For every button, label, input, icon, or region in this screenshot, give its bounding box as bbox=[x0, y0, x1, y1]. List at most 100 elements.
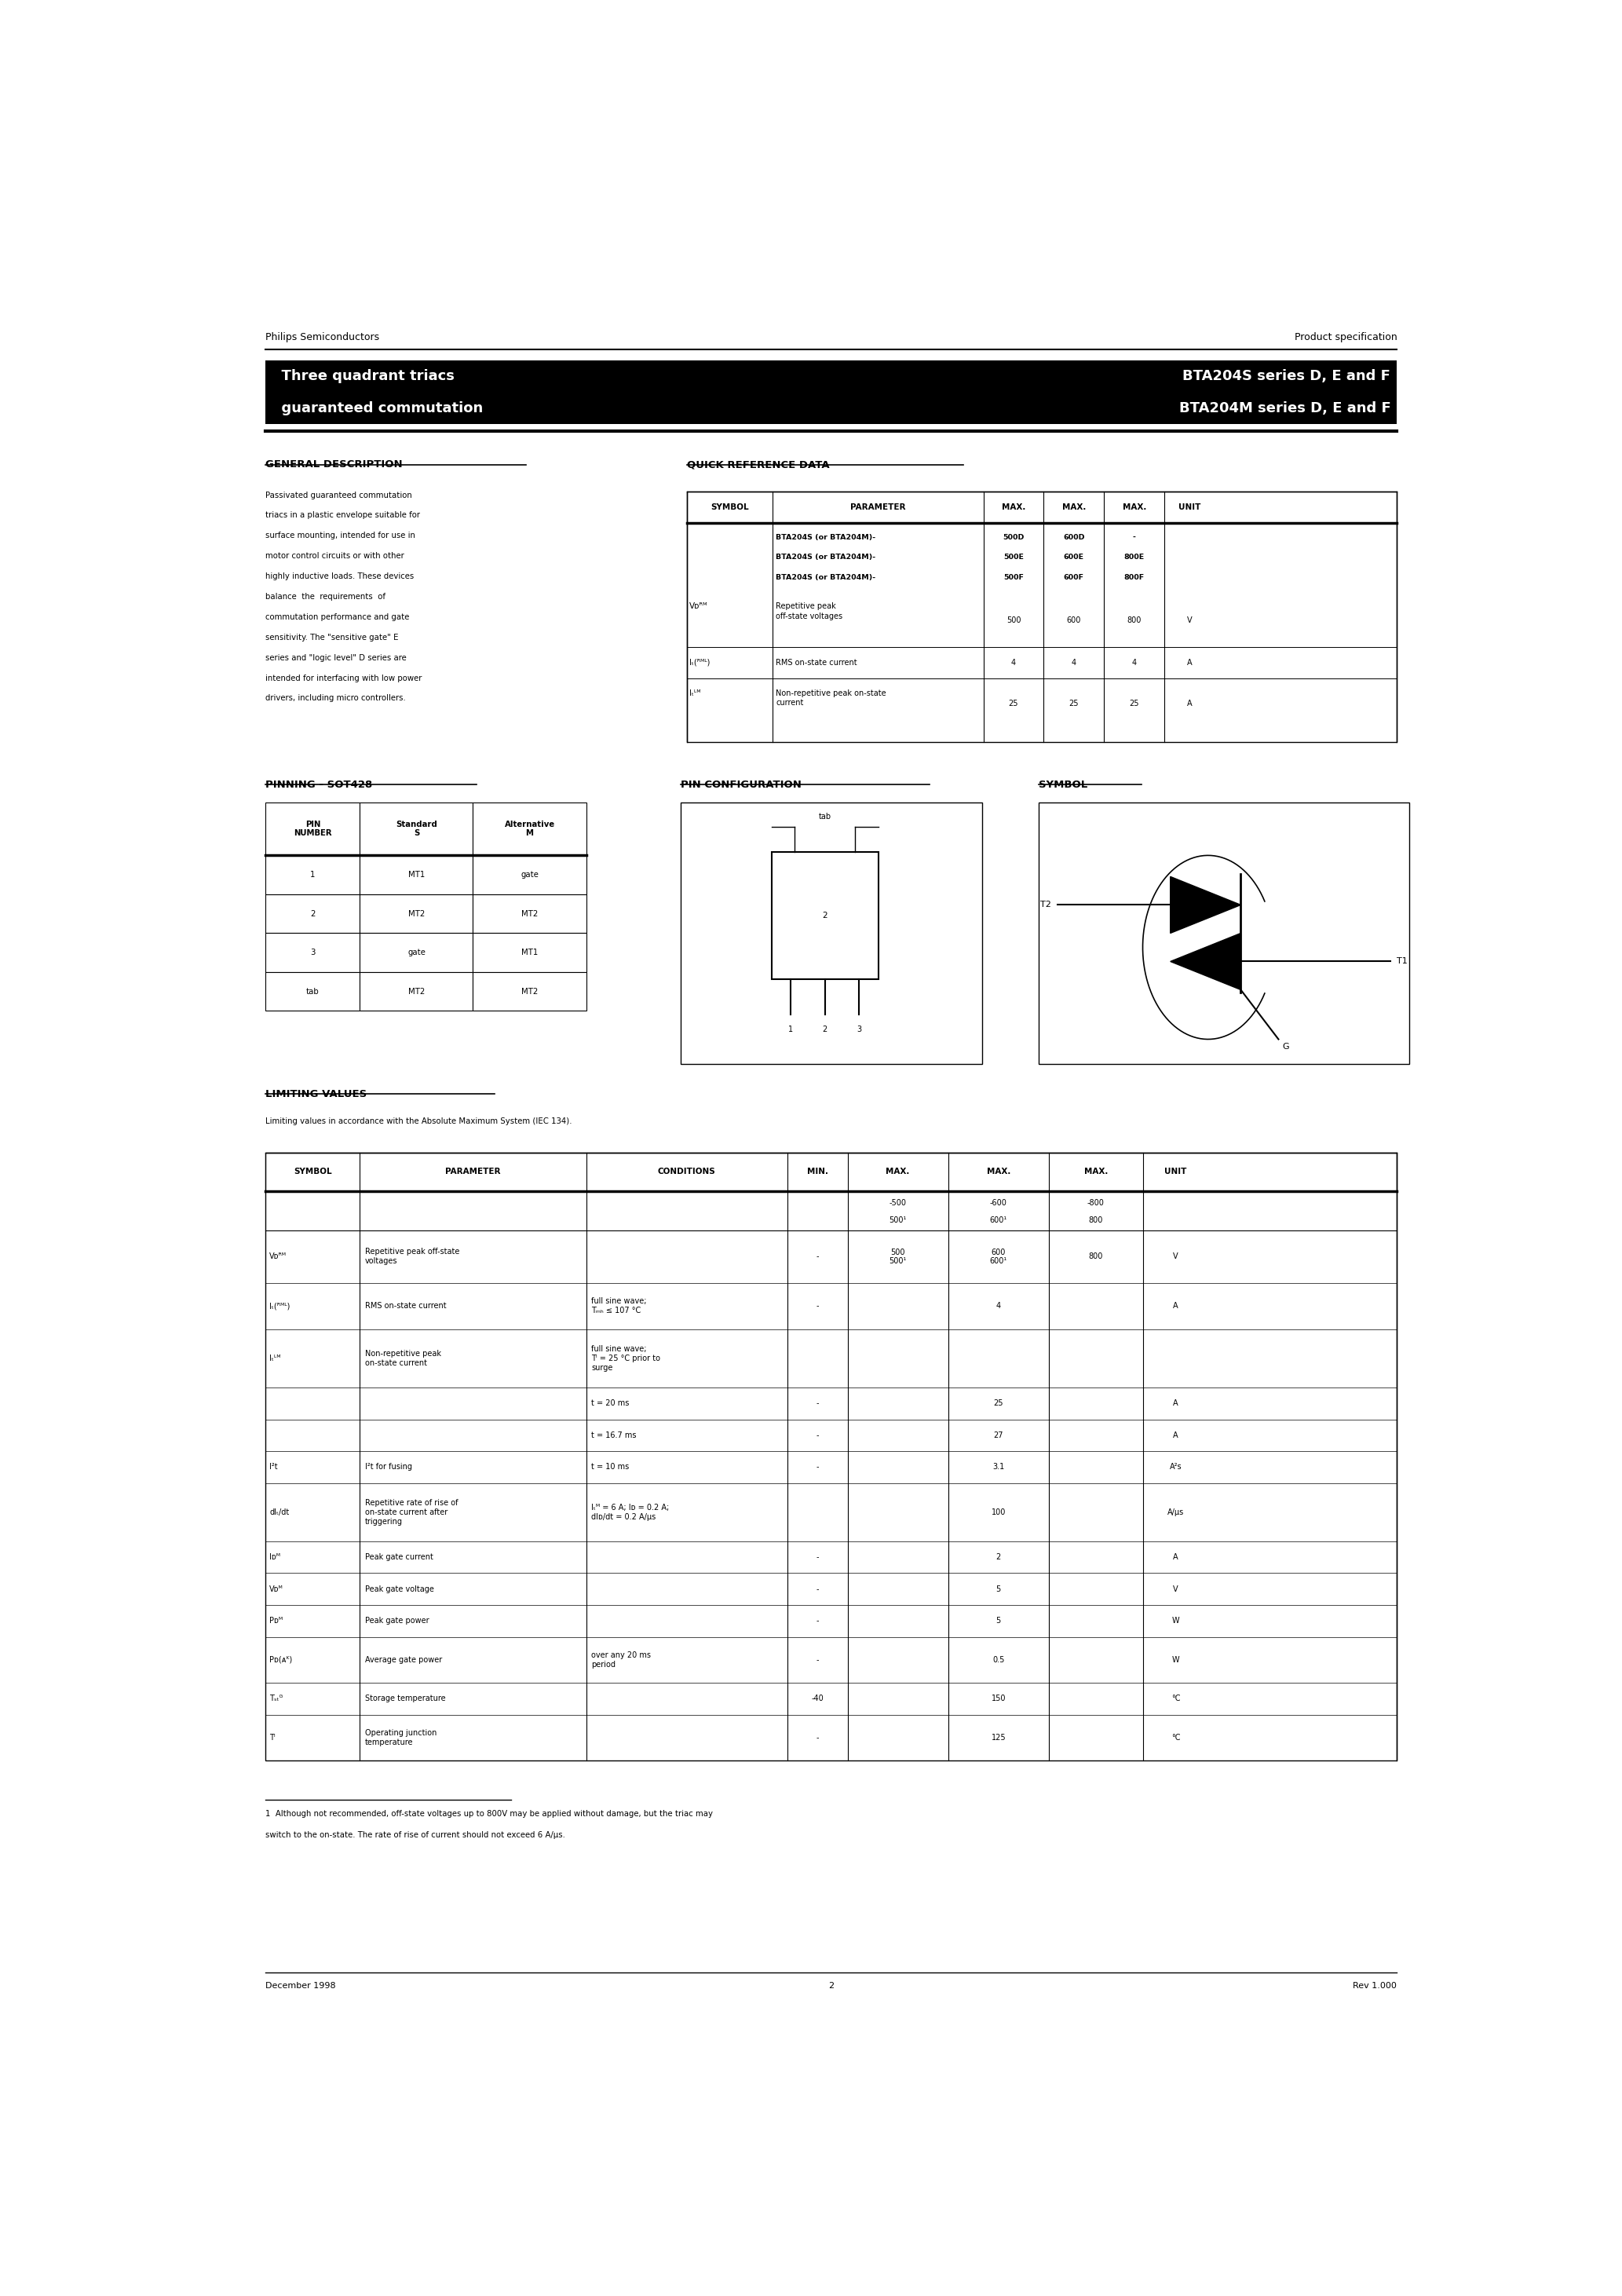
Text: gate: gate bbox=[407, 948, 425, 957]
Text: 600E: 600E bbox=[1064, 553, 1083, 560]
Bar bbox=[681, 801, 983, 1063]
Text: switch to the on-state. The rate of rise of current should not exceed 6 A/μs.: switch to the on-state. The rate of rise… bbox=[266, 1832, 566, 1839]
Text: 500: 500 bbox=[1006, 615, 1020, 625]
Text: 800: 800 bbox=[1088, 1254, 1103, 1261]
Text: Philips Semiconductors: Philips Semiconductors bbox=[266, 333, 380, 342]
Text: 800F: 800F bbox=[1124, 574, 1145, 581]
Text: Vᴅᴿᴹ: Vᴅᴿᴹ bbox=[269, 1254, 287, 1261]
Text: full sine wave;
Tₘₕ ≤ 107 °C: full sine wave; Tₘₕ ≤ 107 °C bbox=[590, 1297, 647, 1316]
Text: Passivated guaranteed commutation: Passivated guaranteed commutation bbox=[266, 491, 412, 498]
Text: 500F: 500F bbox=[1004, 574, 1023, 581]
Text: QUICK REFERENCE DATA: QUICK REFERENCE DATA bbox=[686, 459, 829, 471]
Bar bbox=[266, 856, 360, 895]
Text: Tₛₜᴳ: Tₛₜᴳ bbox=[269, 1694, 282, 1704]
Bar bbox=[474, 801, 586, 856]
Text: December 1998: December 1998 bbox=[266, 1981, 336, 1988]
Bar bbox=[474, 932, 586, 971]
Text: -: - bbox=[816, 1554, 819, 1561]
Text: W: W bbox=[1173, 1655, 1179, 1665]
Text: MT2: MT2 bbox=[409, 987, 425, 996]
Text: 800: 800 bbox=[1088, 1217, 1103, 1224]
Bar bbox=[266, 932, 360, 971]
Text: A: A bbox=[1173, 1430, 1178, 1440]
Text: CONDITIONS: CONDITIONS bbox=[659, 1169, 715, 1176]
Text: intended for interfacing with low power: intended for interfacing with low power bbox=[266, 675, 422, 682]
Text: Iₜ(ᴿᴹᴸ): Iₜ(ᴿᴹᴸ) bbox=[689, 659, 710, 666]
Text: 4: 4 bbox=[1011, 659, 1015, 666]
Text: MAX.: MAX. bbox=[986, 1169, 1011, 1176]
Text: 5: 5 bbox=[996, 1584, 1001, 1593]
Text: A²s: A²s bbox=[1169, 1463, 1182, 1472]
Text: 800: 800 bbox=[1127, 615, 1142, 625]
Text: -: - bbox=[816, 1401, 819, 1407]
Text: Peak gate voltage: Peak gate voltage bbox=[365, 1584, 435, 1593]
Text: G: G bbox=[1283, 1042, 1289, 1049]
Text: 5: 5 bbox=[996, 1616, 1001, 1626]
Text: -: - bbox=[816, 1655, 819, 1665]
Text: 500D: 500D bbox=[1002, 533, 1025, 540]
Text: UNIT: UNIT bbox=[1165, 1169, 1187, 1176]
Text: Iₜ(ᴿᴹᴸ): Iₜ(ᴿᴹᴸ) bbox=[269, 1302, 290, 1311]
Text: Vᴅᴹ: Vᴅᴹ bbox=[269, 1584, 284, 1593]
Text: PARAMETER: PARAMETER bbox=[850, 503, 905, 512]
Text: 4: 4 bbox=[996, 1302, 1001, 1311]
Text: 2: 2 bbox=[996, 1554, 1001, 1561]
Text: MAX.: MAX. bbox=[1122, 503, 1147, 512]
Text: V: V bbox=[1173, 1254, 1178, 1261]
Text: balance  the  requirements  of: balance the requirements of bbox=[266, 592, 386, 602]
Text: A/μs: A/μs bbox=[1168, 1508, 1184, 1515]
Bar bbox=[266, 801, 360, 856]
Text: A: A bbox=[1187, 700, 1192, 707]
Text: BTA204S (or BTA204M)-: BTA204S (or BTA204M)- bbox=[775, 553, 876, 560]
Bar bbox=[266, 1153, 1397, 1192]
Text: W: W bbox=[1173, 1616, 1179, 1626]
Text: Non-repetitive peak on-state
current: Non-repetitive peak on-state current bbox=[775, 689, 886, 707]
Text: MT1: MT1 bbox=[521, 948, 539, 957]
Text: 100: 100 bbox=[991, 1508, 1006, 1515]
Bar bbox=[266, 1153, 1397, 1761]
Text: Limiting values in accordance with the Absolute Maximum System (IEC 134).: Limiting values in accordance with the A… bbox=[266, 1118, 573, 1125]
Text: BTA204S (or BTA204M)-: BTA204S (or BTA204M)- bbox=[775, 533, 876, 540]
Text: Repetitive peak
off-state voltages: Repetitive peak off-state voltages bbox=[775, 602, 843, 620]
Text: V: V bbox=[1173, 1584, 1178, 1593]
Bar bbox=[360, 856, 474, 895]
Text: tab: tab bbox=[819, 813, 832, 820]
Text: Iₜᴸᴹ: Iₜᴸᴹ bbox=[689, 689, 701, 698]
Text: 2: 2 bbox=[829, 1981, 834, 1988]
Text: T2: T2 bbox=[1040, 900, 1051, 909]
Text: drivers, including micro controllers.: drivers, including micro controllers. bbox=[266, 693, 406, 703]
Text: A: A bbox=[1187, 659, 1192, 666]
Text: Vᴅᴿᴹ: Vᴅᴿᴹ bbox=[689, 602, 707, 611]
Bar bbox=[266, 895, 360, 932]
Text: BTA204M series D, E and F: BTA204M series D, E and F bbox=[1179, 402, 1390, 416]
Text: 2: 2 bbox=[822, 1024, 827, 1033]
Text: SYMBOL: SYMBOL bbox=[294, 1169, 333, 1176]
Text: 1: 1 bbox=[310, 870, 315, 879]
Text: 3: 3 bbox=[856, 1024, 861, 1033]
Text: Alternative
M: Alternative M bbox=[504, 820, 555, 838]
Text: Rev 1.000: Rev 1.000 bbox=[1353, 1981, 1397, 1988]
Text: T1: T1 bbox=[1397, 957, 1408, 964]
Text: I²t for fusing: I²t for fusing bbox=[365, 1463, 412, 1472]
Text: 600F: 600F bbox=[1064, 574, 1083, 581]
Text: Pᴅᴹ: Pᴅᴹ bbox=[269, 1616, 282, 1626]
Text: PINNING - SOT428: PINNING - SOT428 bbox=[266, 778, 373, 790]
Bar bbox=[474, 895, 586, 932]
Text: Pᴅ(ᴀᴷ): Pᴅ(ᴀᴷ) bbox=[269, 1655, 292, 1665]
Bar bbox=[360, 971, 474, 1010]
Text: Iᴅᴹ: Iᴅᴹ bbox=[269, 1554, 281, 1561]
Bar bbox=[360, 895, 474, 932]
Text: -600: -600 bbox=[989, 1199, 1007, 1208]
Text: 1: 1 bbox=[788, 1024, 793, 1033]
Text: Product specification: Product specification bbox=[1294, 333, 1397, 342]
Text: dIₜ/dt: dIₜ/dt bbox=[269, 1508, 289, 1515]
Text: MT2: MT2 bbox=[521, 909, 539, 918]
Text: surface mounting, intended for use in: surface mounting, intended for use in bbox=[266, 533, 415, 540]
Text: 800E: 800E bbox=[1124, 553, 1145, 560]
Text: -800: -800 bbox=[1087, 1199, 1105, 1208]
Text: -: - bbox=[1132, 533, 1135, 540]
Text: MT2: MT2 bbox=[521, 987, 539, 996]
Text: PIN
NUMBER: PIN NUMBER bbox=[294, 820, 333, 838]
Text: commutation performance and gate: commutation performance and gate bbox=[266, 613, 410, 620]
Text: 2: 2 bbox=[822, 912, 827, 918]
